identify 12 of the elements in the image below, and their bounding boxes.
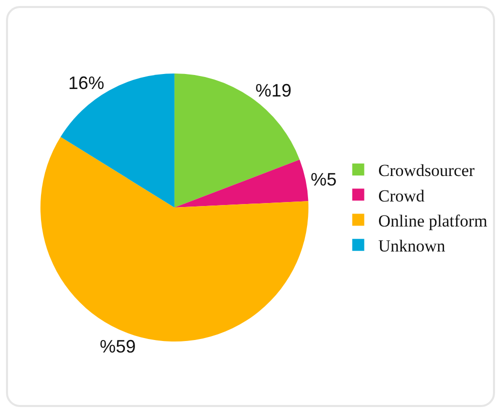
legend-label: Crowd [378,186,426,206]
pie-slice [60,74,174,208]
legend-label: Unknown [378,236,446,256]
data-label: %19 [255,80,292,100]
data-label: 16% [68,72,104,93]
legend-label: Online platform [378,211,488,230]
pie-slice [40,136,308,342]
pie-slice [174,74,300,208]
data-label: %5 [310,170,337,190]
legend-label: Crowdsourcer [378,161,475,180]
pie-slice [174,160,308,208]
data-label: %59 [100,336,136,357]
